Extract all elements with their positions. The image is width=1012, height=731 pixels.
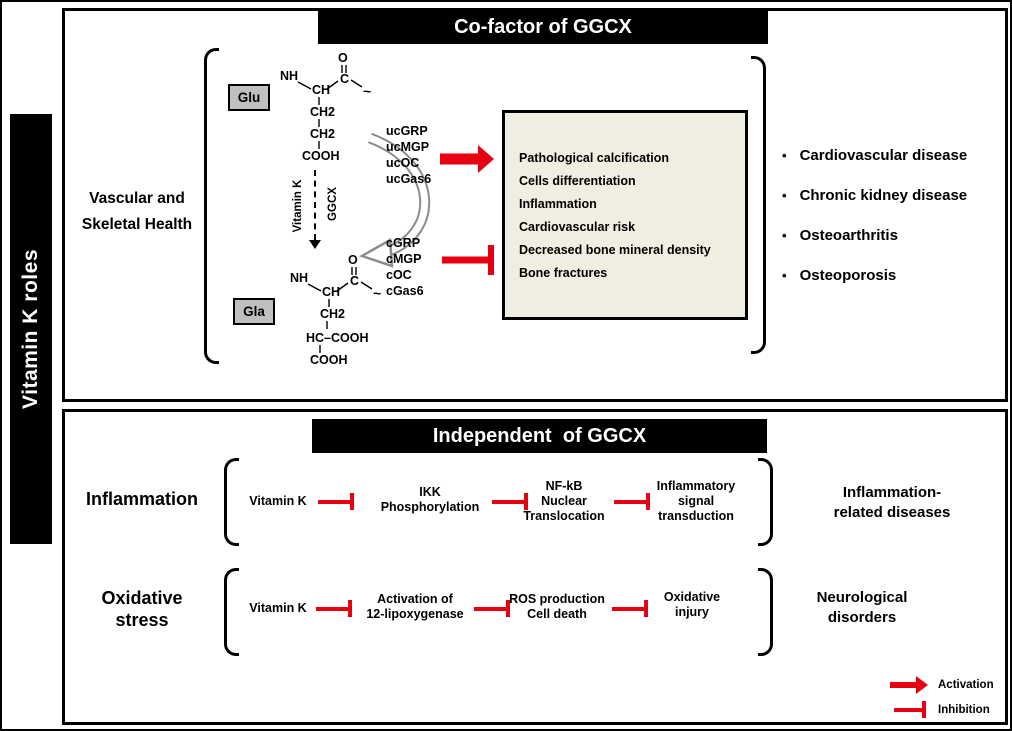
chem-nh: NH xyxy=(280,69,298,83)
cofactor-header-label: Co-factor of GGCX xyxy=(454,15,632,38)
chem-ch2: CH2 xyxy=(320,307,345,321)
right-group-bracket xyxy=(751,56,766,354)
independent-header-label: Independent of GGCX xyxy=(432,424,647,447)
legend-activation-arrow-icon xyxy=(890,676,928,694)
disease-label: Cardiovascular disease xyxy=(799,147,968,164)
bullet-icon: • xyxy=(782,268,787,283)
independent-panel xyxy=(62,409,1008,725)
carboxylated-list: cGRP cMGP cOC cGas6 xyxy=(386,235,424,299)
disease-label: Osteoporosis xyxy=(799,267,897,284)
inflammation-row-label: Inflammation xyxy=(85,489,198,509)
chem-o: O xyxy=(348,253,358,267)
effect-item: Pathological calcification xyxy=(519,150,670,165)
chem-ch: CH xyxy=(322,285,340,299)
chem-ch: CH xyxy=(312,83,330,97)
effects-box: Pathological calcification Cells differe… xyxy=(502,110,748,320)
vitamin-k-enzyme-label: Vitamin K xyxy=(292,179,304,233)
vitamin-k-node: Vitamin K xyxy=(249,494,307,508)
oxidative-stress-row-label: Oxidative stress xyxy=(101,588,183,630)
gla-structure: NH CH C O CH2 HC–COOH COOH ~ xyxy=(290,253,381,367)
chem-c: C xyxy=(340,72,349,86)
chem-o: O xyxy=(338,51,348,65)
inhibition-icon xyxy=(612,600,648,617)
cofactor-header: Co-factor of GGCX xyxy=(318,10,768,44)
pathway-step: NF-kB Nuclear Translocation xyxy=(523,479,605,523)
c-protein: cOC xyxy=(386,268,412,282)
independent-header: Independent of GGCX xyxy=(312,419,767,453)
pathway-step: ROS production Cell death xyxy=(509,592,605,621)
legend-inhibition-label: Inhibition xyxy=(938,704,990,716)
glu-tag: Glu xyxy=(228,84,270,111)
bullet-icon: • xyxy=(782,228,787,243)
pathway-step: Inflammatory signal transduction xyxy=(656,479,736,523)
chem-bonds xyxy=(307,267,373,353)
row-bracket-right xyxy=(758,458,773,546)
chem-ch2: CH2 xyxy=(310,105,335,119)
inhibition-icon xyxy=(492,493,528,510)
disease-list: • Cardiovascular disease • Chronic kidne… xyxy=(782,144,967,287)
uc-protein: ucOC xyxy=(386,156,420,170)
row-bracket-left xyxy=(224,458,239,546)
uncarboxylated-list: ucGRP ucMGP ucOC ucGas6 xyxy=(386,123,431,187)
c-protein: cGRP xyxy=(386,236,421,250)
effect-item: Inflammation xyxy=(519,196,597,211)
inhibition-icon xyxy=(316,600,352,617)
carboxylation-arrowhead xyxy=(309,240,321,249)
chem-bonds xyxy=(297,65,363,149)
c-protein: cGas6 xyxy=(386,284,424,298)
inhibition-icon xyxy=(474,600,510,617)
effects-list: Pathological calcification Cells differe… xyxy=(505,113,745,317)
disease-item: • Chronic kidney disease xyxy=(782,184,967,207)
disease-item: • Cardiovascular disease xyxy=(782,144,967,167)
vitamin-k-roles-label: Vitamin K roles xyxy=(19,249,42,409)
pathway-step: IKK Phosphorylation xyxy=(380,485,480,514)
chem-squiggle: ~ xyxy=(373,285,381,301)
chem-cooh: COOH xyxy=(302,149,340,163)
bullet-icon: • xyxy=(782,188,787,203)
row-bracket-left xyxy=(224,568,239,656)
row-outcome: Neurological disorders xyxy=(816,589,908,626)
left-group-bracket xyxy=(204,48,219,364)
chem-ch2: CH2 xyxy=(310,127,335,141)
disease-item: • Osteoporosis xyxy=(782,264,967,287)
pathway-step: Oxidative injury xyxy=(663,590,721,619)
vitamin-k-roles-banner: Vitamin K roles xyxy=(10,114,52,544)
inhibition-icon xyxy=(442,245,494,275)
effect-item: Bone fractures xyxy=(519,265,608,280)
c-protein: cMGP xyxy=(386,252,422,266)
row-bracket-right xyxy=(758,568,773,656)
vascular-skeletal-label: Vascular and Skeletal Health xyxy=(81,190,193,233)
inhibition-icon xyxy=(614,493,650,510)
carboxylation-dashed-arrow xyxy=(314,170,316,240)
disease-label: Chronic kidney disease xyxy=(799,187,968,204)
disease-label: Osteoarthritis xyxy=(799,227,898,244)
legend-inhibition-icon xyxy=(894,701,926,718)
chem-cooh: COOH xyxy=(310,353,348,367)
chem-squiggle: ~ xyxy=(363,83,371,99)
effect-item: Cardiovascular risk xyxy=(519,219,636,234)
glu-structure: NH CH C O CH2 CH2 COOH ~ xyxy=(280,51,371,163)
effect-item: Decreased bone mineral density xyxy=(519,242,711,257)
uc-protein: ucGas6 xyxy=(386,172,432,186)
pathway-step: Activation of 12-lipoxygenase xyxy=(366,592,464,621)
chem-c: C xyxy=(350,274,359,288)
effect-item: Cells differentiation xyxy=(519,173,636,188)
vitamin-k-node: Vitamin K xyxy=(249,601,307,615)
gla-tag: Gla xyxy=(233,298,275,325)
conversion-curved-arrow xyxy=(358,132,431,268)
activation-arrow-icon xyxy=(440,144,494,174)
uc-protein: ucMGP xyxy=(386,140,430,154)
row-outcome: Inflammation- related diseases xyxy=(833,484,951,521)
legend-activation-label: Activation xyxy=(938,679,994,691)
disease-item: • Osteoarthritis xyxy=(782,224,967,247)
uc-protein: ucGRP xyxy=(386,124,428,138)
inhibition-icon xyxy=(318,493,354,510)
chem-hc-cooh: HC–COOH xyxy=(306,331,369,345)
ggcx-enzyme-label: GGCX xyxy=(327,187,339,221)
bullet-icon: • xyxy=(782,148,787,163)
chem-nh: NH xyxy=(290,271,308,285)
